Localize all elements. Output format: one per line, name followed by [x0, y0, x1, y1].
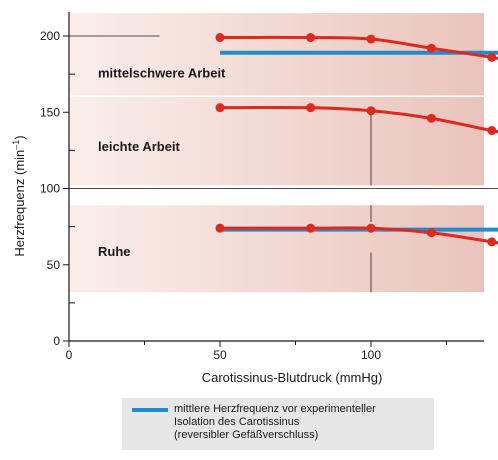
x-tick-label: 100: [361, 348, 381, 362]
data-point: [306, 223, 316, 233]
band-label-3: Ruhe: [98, 244, 131, 259]
data-point: [426, 228, 436, 238]
data-point: [426, 43, 436, 53]
data-point: [487, 237, 497, 247]
legend-text: mittlere Herzfrequenz vor experimentelle…: [174, 403, 429, 442]
data-point: [215, 33, 225, 43]
legend-line-3: (reversibler Gefäßverschluss): [174, 429, 319, 441]
band-label-2: leichte Arbeit: [98, 139, 181, 154]
data-point: [366, 223, 376, 233]
band-label-1: mittelschwere Arbeit: [98, 66, 226, 81]
data-point: [426, 113, 436, 123]
data-point: [366, 34, 376, 44]
x-tick-label: 0: [66, 348, 73, 362]
data-point: [366, 106, 376, 116]
axes: 050100150200250050100150200: [40, 12, 484, 362]
legend: mittlere Herzfrequenz vor experimentelle…: [122, 398, 434, 450]
data-point: [215, 103, 225, 113]
band-labels: mittelschwere Arbeit leichte Arbeit Ruhe: [98, 66, 226, 259]
x-tick-label: 50: [213, 348, 227, 362]
y-tick-label: 100: [40, 182, 60, 196]
y-tick-label: 50: [47, 258, 61, 272]
x-axis-label: Carotissinus-Blutdruck (mmHg): [202, 370, 383, 385]
data-point: [306, 103, 316, 113]
y-axis-label-close: ): [12, 135, 27, 139]
data-point: [215, 223, 225, 233]
legend-line-1: mittlere Herzfrequenz vor experimentelle…: [174, 403, 376, 415]
y-axis-label-exponent: –1: [11, 140, 21, 150]
data-point: [487, 52, 497, 62]
data-point: [306, 33, 316, 43]
reference-lines: [220, 50, 498, 232]
bands-layer: [69, 13, 484, 293]
y-tick-label: 0: [53, 334, 60, 348]
y-axis-label-text: Herzfrequenz (min: [12, 150, 27, 257]
guide-lines: [69, 35, 498, 293]
curves: [215, 33, 498, 247]
y-tick-label: 200: [40, 29, 60, 43]
y-tick-label: 150: [40, 105, 60, 119]
legend-line-2: Isolation des Carotissinus: [174, 416, 300, 428]
band-2: [69, 97, 484, 186]
data-point: [487, 126, 497, 136]
y-axis-label: Herzfrequenz (min–1): [11, 135, 27, 256]
legend-swatch-blue: [132, 408, 168, 412]
band-3: [69, 205, 484, 293]
